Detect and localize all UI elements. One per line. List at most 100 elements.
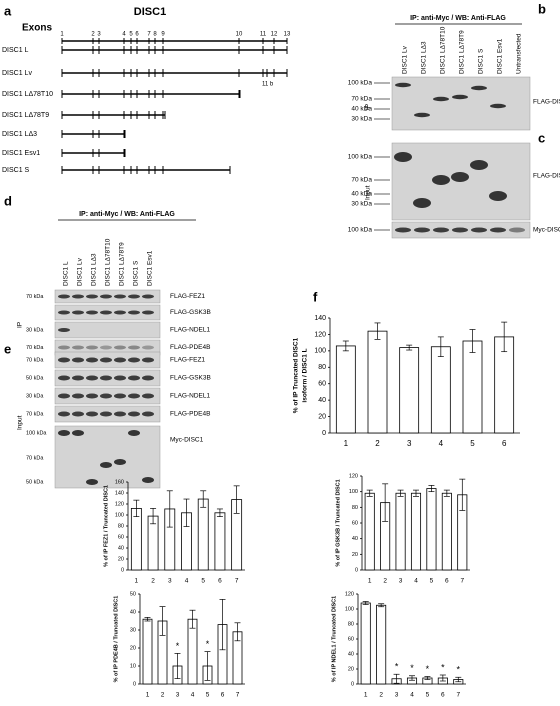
band bbox=[72, 430, 84, 436]
protein-label: FLAG-DISC1 bbox=[533, 173, 560, 180]
x-tick-label: 1 bbox=[364, 692, 368, 699]
error-bar bbox=[150, 508, 157, 525]
lane-label: DISC1 LΔ78T10 bbox=[440, 26, 447, 74]
y-tick-label: 80 bbox=[318, 364, 326, 371]
x-tick-label: 5 bbox=[426, 692, 430, 699]
error-bar bbox=[144, 617, 151, 622]
y-axis-label: % of IP NDEL1 / Truncated DISC1 bbox=[331, 596, 337, 682]
mw-marker: 70 kDa bbox=[351, 96, 372, 103]
mw-marker: 70 kDa bbox=[26, 357, 44, 363]
x-tick-label: 3 bbox=[395, 692, 399, 699]
y-axis-label: % of IP FEZ1 / Truncated DISC1 bbox=[103, 485, 109, 567]
isoform-label: DISC1 Lv bbox=[2, 70, 32, 77]
band bbox=[72, 393, 84, 399]
lane-label: DISC1 LΔ78T9 bbox=[119, 242, 126, 286]
band bbox=[489, 191, 507, 201]
error-bar bbox=[469, 329, 476, 353]
band bbox=[128, 393, 140, 399]
protein-label: FLAG-PDE4B bbox=[170, 411, 210, 418]
mw-marker: 30 kDa bbox=[26, 327, 44, 333]
x-tick-label: 2 bbox=[375, 439, 380, 448]
band bbox=[413, 198, 431, 208]
y-tick-label: 40 bbox=[118, 545, 124, 551]
lane-label: DISC1 LΔ3 bbox=[421, 41, 428, 74]
band bbox=[114, 459, 126, 465]
x-tick-label: 1 bbox=[368, 578, 372, 585]
band bbox=[414, 227, 430, 233]
significance-star: * bbox=[426, 664, 430, 674]
error-bar bbox=[455, 676, 462, 683]
y-tick-label: 100 bbox=[115, 512, 124, 518]
protein-label: FLAG-GSK3B bbox=[170, 375, 211, 382]
side-label: Input bbox=[365, 185, 372, 200]
y-tick-label: 120 bbox=[314, 331, 326, 338]
bar bbox=[430, 346, 451, 434]
side-label: IP bbox=[365, 104, 372, 110]
error-bar bbox=[374, 322, 381, 340]
isoform-label: DISC1 L bbox=[2, 47, 29, 54]
mw-marker: 70 kDa bbox=[26, 455, 44, 461]
y-tick-label: 120 bbox=[345, 591, 354, 597]
blot-header: IP: anti-Myc / WB: Anti-FLAG bbox=[79, 211, 175, 218]
x-tick-label: 4 bbox=[414, 578, 418, 585]
error-bar bbox=[397, 489, 404, 497]
error-bar bbox=[443, 489, 450, 497]
band bbox=[142, 345, 154, 350]
y-tick-label: 40 bbox=[130, 609, 136, 615]
mw-marker: 40 kDa bbox=[351, 191, 372, 198]
band bbox=[452, 94, 468, 100]
band bbox=[86, 479, 98, 485]
band bbox=[142, 393, 154, 399]
band bbox=[72, 294, 84, 299]
band bbox=[114, 345, 126, 350]
lane-label: DISC1 L bbox=[63, 261, 70, 286]
x-tick-label: 4 bbox=[185, 578, 189, 585]
significance-star: * bbox=[395, 662, 399, 672]
band bbox=[142, 357, 154, 363]
protein-label: FLAG-GSK3B bbox=[170, 309, 211, 316]
error-bar bbox=[216, 508, 223, 518]
error-bar bbox=[200, 490, 207, 508]
band bbox=[58, 357, 70, 363]
y-tick-label: 10 bbox=[130, 663, 136, 669]
y-tick-label: 120 bbox=[349, 473, 358, 479]
significance-star: * bbox=[410, 663, 414, 673]
panel-label: a bbox=[4, 3, 12, 18]
error-bar bbox=[439, 674, 446, 682]
band bbox=[86, 294, 98, 299]
error-bar bbox=[133, 499, 140, 518]
exon-number: 3 bbox=[97, 32, 101, 38]
mw-marker: 30 kDa bbox=[351, 116, 372, 123]
band bbox=[58, 294, 70, 299]
lane-label: DISC1 S bbox=[133, 260, 140, 286]
band bbox=[114, 411, 126, 417]
band bbox=[395, 227, 411, 233]
band bbox=[452, 227, 468, 233]
band bbox=[72, 310, 84, 315]
y-tick-label: 0 bbox=[133, 681, 136, 687]
band bbox=[128, 345, 140, 350]
exon-number: 9 bbox=[161, 32, 165, 38]
y-tick-label: 50 bbox=[130, 591, 136, 597]
x-tick-label: 4 bbox=[439, 439, 444, 448]
band bbox=[432, 175, 450, 185]
error-bar bbox=[189, 609, 196, 629]
side-label: IP bbox=[17, 322, 24, 328]
protein-label: FLAG-FEZ1 bbox=[170, 293, 205, 300]
panel-label: c bbox=[538, 130, 545, 145]
band bbox=[72, 357, 84, 363]
exon-number: 13 bbox=[284, 32, 291, 38]
y-tick-label: 140 bbox=[314, 315, 326, 322]
y-tick-label: 140 bbox=[115, 490, 124, 496]
lane-label: DISC1 LΔ78T9 bbox=[459, 30, 466, 74]
y-tick-label: 20 bbox=[318, 413, 326, 420]
y-tick-label: 0 bbox=[351, 681, 354, 687]
variant-note: 11 b bbox=[262, 82, 274, 88]
bar bbox=[462, 340, 483, 434]
band bbox=[100, 345, 112, 350]
x-tick-label: 3 bbox=[168, 578, 172, 585]
y-axis-label: % of IP GSK3B / Truncated DISC1 bbox=[335, 479, 341, 566]
x-tick-label: 6 bbox=[441, 692, 445, 699]
protein-label: FLAG-PDE4B bbox=[170, 344, 210, 351]
